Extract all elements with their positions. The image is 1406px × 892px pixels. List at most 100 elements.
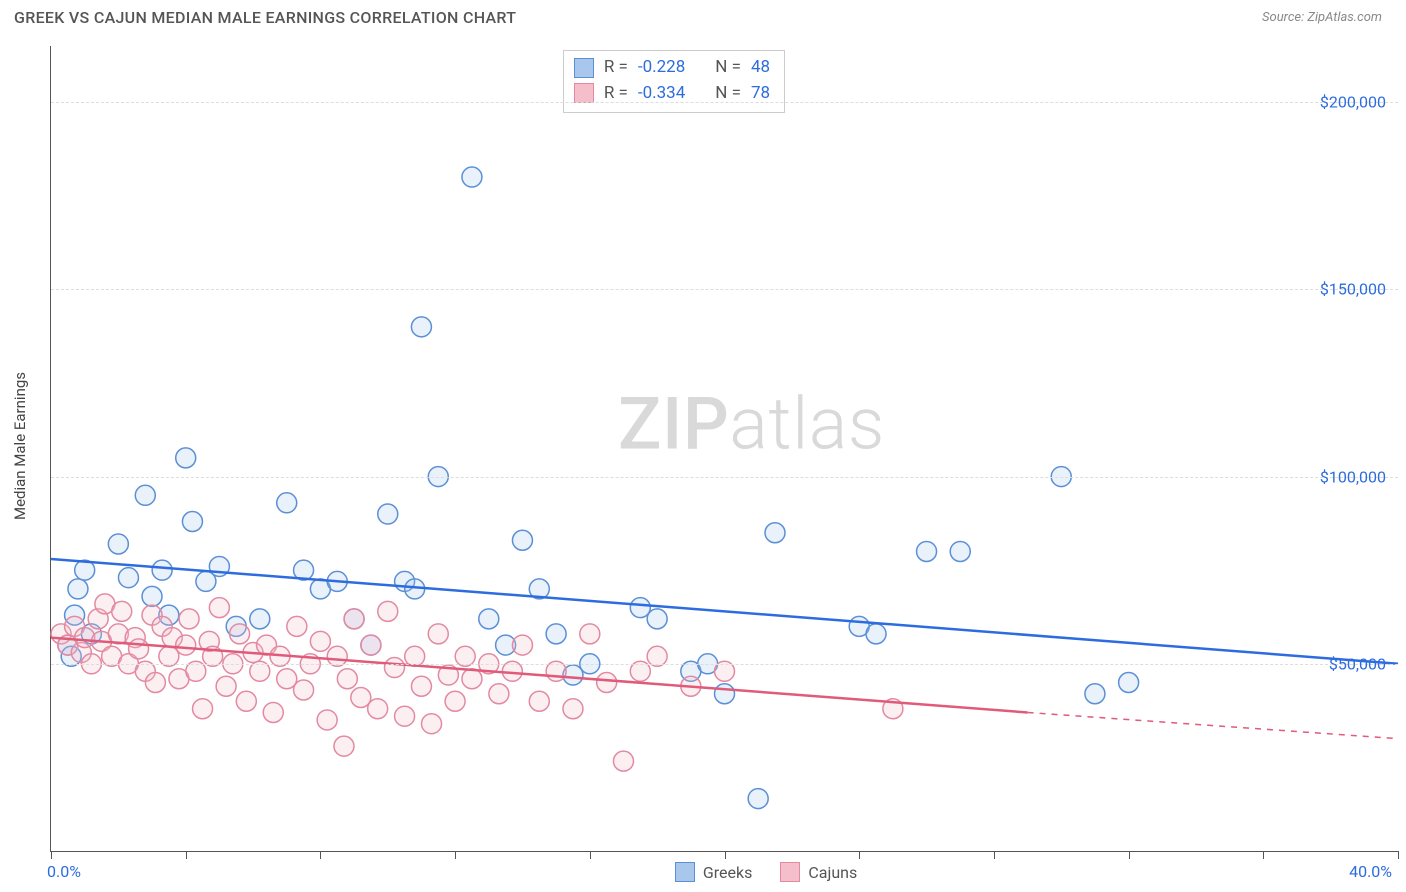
scatter-point <box>1119 673 1139 693</box>
legend-series-item: Greeks <box>675 862 753 882</box>
scatter-point <box>529 691 549 711</box>
x-tick <box>859 851 860 859</box>
x-tick <box>51 851 52 859</box>
y-tick-label: $150,000 <box>1320 280 1386 299</box>
scatter-point <box>135 485 155 505</box>
scatter-point <box>193 699 213 719</box>
scatter-point <box>209 598 229 618</box>
legend-series: Greeks Cajuns <box>675 862 857 882</box>
x-tick <box>1398 851 1399 859</box>
scatter-point <box>344 609 364 629</box>
x-tick <box>590 851 591 859</box>
scatter-point <box>563 699 583 719</box>
scatter-point <box>179 609 199 629</box>
scatter-point <box>647 609 667 629</box>
scatter-point <box>145 673 165 693</box>
y-axis-title: Median Male Earnings <box>11 372 29 520</box>
scatter-point <box>613 751 633 771</box>
x-tick <box>320 851 321 859</box>
scatter-point <box>445 691 465 711</box>
scatter-point <box>950 541 970 561</box>
scatter-point <box>176 635 196 655</box>
scatter-point <box>715 684 735 704</box>
scatter-point <box>1085 684 1105 704</box>
x-axis-max-label: 40.0% <box>1349 862 1392 881</box>
gridline <box>51 289 1398 290</box>
scatter-point <box>334 736 354 756</box>
scatter-point <box>546 624 566 644</box>
y-tick-label: $200,000 <box>1320 93 1386 112</box>
scatter-point <box>395 706 415 726</box>
scatter-point <box>597 673 617 693</box>
legend-n-value: 48 <box>751 55 770 81</box>
scatter-point <box>118 568 138 588</box>
chart-title: GREEK VS CAJUN MEDIAN MALE EARNINGS CORR… <box>14 8 516 27</box>
scatter-point <box>310 631 330 651</box>
scatter-point <box>216 676 236 696</box>
scatter-point <box>411 676 431 696</box>
scatter-point <box>748 789 768 809</box>
legend-r-label: R = <box>604 55 628 81</box>
scatter-point <box>411 317 431 337</box>
legend-swatch <box>780 862 800 882</box>
legend-correlation-row: R = -0.228 N = 48 <box>574 55 770 81</box>
scatter-point <box>489 684 509 704</box>
legend-swatch <box>675 862 695 882</box>
y-tick-label: $100,000 <box>1320 467 1386 486</box>
scatter-point <box>765 523 785 543</box>
scatter-point <box>361 635 381 655</box>
scatter-point <box>142 586 162 606</box>
gridline <box>51 477 1398 478</box>
scatter-point <box>378 601 398 621</box>
legend-series-label: Cajuns <box>808 863 857 882</box>
x-tick <box>186 851 187 859</box>
legend-r-value: -0.228 <box>638 55 685 81</box>
legend-swatch <box>574 58 594 78</box>
scatter-point <box>317 710 337 730</box>
gridline <box>51 102 1398 103</box>
scatter-point <box>294 680 314 700</box>
scatter-point <box>462 167 482 187</box>
scatter-point <box>384 658 404 678</box>
scatter-point <box>230 624 250 644</box>
y-tick-label: $50,000 <box>1329 654 1386 673</box>
scatter-point <box>428 624 448 644</box>
scatter-point <box>462 669 482 689</box>
scatter-point <box>422 714 442 734</box>
scatter-plot-svg <box>51 46 1398 851</box>
scatter-point <box>512 635 532 655</box>
x-tick <box>1263 851 1264 859</box>
legend-swatch <box>574 83 594 103</box>
x-tick <box>994 851 995 859</box>
x-tick <box>1129 851 1130 859</box>
scatter-point <box>512 530 532 550</box>
scatter-point <box>479 609 499 629</box>
legend-series-item: Cajuns <box>780 862 857 882</box>
scatter-point <box>250 609 270 629</box>
x-tick <box>455 851 456 859</box>
scatter-point <box>337 669 357 689</box>
x-axis-min-label: 0.0% <box>47 862 81 881</box>
scatter-point <box>287 616 307 636</box>
legend-series-label: Greeks <box>703 863 753 882</box>
scatter-point <box>108 534 128 554</box>
scatter-point <box>263 702 283 722</box>
scatter-point <box>917 541 937 561</box>
scatter-point <box>866 624 886 644</box>
scatter-point <box>68 579 88 599</box>
scatter-point <box>236 691 256 711</box>
scatter-point <box>368 699 388 719</box>
chart-plot-area: ZIPatlas R =-0.228N =48R =-0.334N =78 0.… <box>50 46 1398 852</box>
x-tick <box>725 851 726 859</box>
scatter-point <box>152 560 172 580</box>
scatter-point <box>176 448 196 468</box>
trend-line-extrapolated <box>1028 712 1398 738</box>
legend-correlation: R =-0.228N =48R =-0.334N =78 <box>563 50 785 113</box>
gridline <box>51 664 1398 665</box>
scatter-point <box>378 504 398 524</box>
scatter-point <box>129 639 149 659</box>
scatter-point <box>277 493 297 513</box>
scatter-point <box>182 512 202 532</box>
legend-n-label: N = <box>715 55 741 81</box>
scatter-point <box>580 624 600 644</box>
